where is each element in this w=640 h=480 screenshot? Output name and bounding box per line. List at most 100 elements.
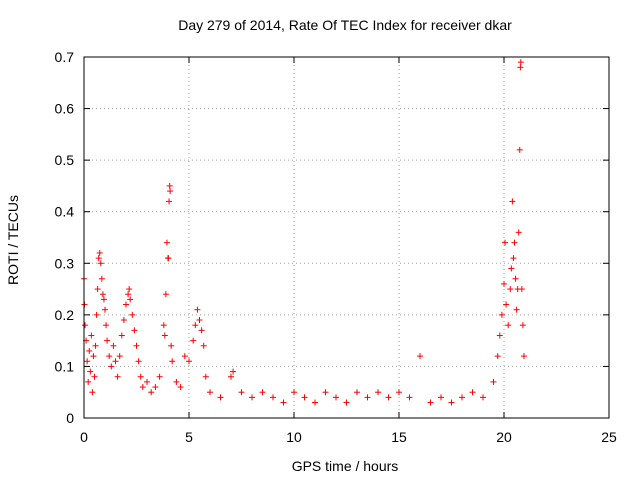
- data-point: [116, 353, 123, 360]
- y-tick-label: 0.6: [55, 101, 75, 117]
- data-point: [85, 378, 92, 385]
- data-point: [228, 373, 234, 380]
- data-point: [494, 353, 501, 360]
- data-point: [91, 373, 98, 380]
- data-point: [181, 353, 188, 360]
- data-point: [512, 275, 519, 282]
- data-point: [364, 394, 371, 401]
- data-point: [505, 322, 512, 329]
- axis-ticks: [83, 56, 610, 419]
- data-point: [502, 239, 509, 246]
- data-point: [112, 358, 119, 365]
- data-point: [375, 389, 381, 396]
- data-point: [280, 399, 287, 406]
- data-point: [270, 394, 276, 401]
- data-point: [96, 249, 103, 256]
- data-point: [496, 332, 503, 339]
- x-tick-label: 25: [601, 429, 617, 445]
- data-point: [322, 389, 329, 396]
- data-point: [354, 389, 360, 396]
- y-axis-label: ROTI / TECUs: [5, 195, 21, 285]
- data-point: [517, 64, 524, 71]
- y-tick-label: 0.5: [55, 152, 75, 168]
- data-point: [517, 59, 524, 66]
- data-point: [127, 296, 134, 303]
- data-point: [194, 306, 201, 313]
- data-point: [312, 399, 318, 406]
- data-point: [516, 146, 523, 153]
- data-point: [125, 291, 132, 298]
- data-point: [110, 342, 117, 349]
- data-point: [249, 394, 255, 401]
- data-point: [519, 322, 526, 329]
- data-point: [103, 322, 110, 329]
- data-point: [508, 265, 515, 272]
- data-point: [166, 198, 173, 205]
- data-point: [152, 384, 159, 391]
- data-point: [89, 389, 96, 396]
- data-point: [469, 389, 476, 396]
- data-point: [90, 353, 97, 360]
- data-point: [86, 347, 93, 354]
- data-point: [167, 188, 174, 195]
- data-point: [108, 363, 115, 370]
- data-point: [417, 353, 423, 360]
- data-point: [120, 317, 127, 324]
- grid: [84, 57, 609, 418]
- data-point: [385, 394, 392, 401]
- x-axis-label: GPS time / hours: [292, 458, 399, 474]
- data-point: [518, 286, 525, 293]
- y-tick-labels: 0 0.1 0.2 0.3 0.4 0.5 0.6 0.7: [55, 49, 75, 426]
- data-point: [217, 394, 224, 401]
- data-point: [207, 389, 213, 396]
- y-tick-label: 0.4: [55, 204, 75, 220]
- data-point: [192, 322, 199, 329]
- plot-frame: [83, 56, 610, 419]
- data-point: [156, 373, 163, 380]
- x-tick-labels: 0 5 10 15 20 25: [80, 429, 617, 445]
- data-point: [129, 311, 136, 318]
- y-tick-label: 0.1: [55, 358, 75, 374]
- data-point: [168, 342, 175, 349]
- data-point: [165, 255, 172, 262]
- data-point: [126, 286, 133, 293]
- data-point: [510, 255, 517, 262]
- data-point: [498, 311, 505, 318]
- data-point: [202, 373, 209, 380]
- data-point: [87, 368, 94, 375]
- data-point: [438, 394, 444, 401]
- data-point: [190, 337, 197, 344]
- data-point: [118, 332, 125, 339]
- x-tick-label: 15: [391, 429, 407, 445]
- data-point: [166, 182, 173, 189]
- data-point: [162, 291, 169, 298]
- data-point: [509, 198, 516, 205]
- data-point: [133, 342, 140, 349]
- data-point: [94, 286, 101, 293]
- data-point: [160, 322, 167, 329]
- data-point: [144, 378, 150, 385]
- chart-title: Day 279 of 2014, Rate Of TEC Index for r…: [178, 17, 512, 33]
- data-point: [93, 311, 100, 318]
- data-point: [480, 394, 486, 401]
- x-tick-label: 10: [286, 429, 302, 445]
- data-point: [238, 389, 245, 396]
- data-point: [196, 317, 203, 324]
- data-point: [104, 337, 111, 344]
- data-point: [137, 373, 144, 380]
- data-point: [100, 296, 107, 303]
- data-point: [291, 389, 297, 396]
- data-point: [97, 260, 104, 267]
- data-point: [515, 229, 522, 236]
- y-tick-label: 0.2: [55, 307, 75, 323]
- data-point: [200, 342, 207, 349]
- data-point: [135, 358, 142, 365]
- data-point: [161, 332, 168, 339]
- data-point: [501, 280, 507, 287]
- x-tick-label: 0: [80, 429, 88, 445]
- data-point: [507, 286, 514, 293]
- data-point: [92, 342, 99, 349]
- data-point: [301, 394, 308, 401]
- data-point: [95, 255, 102, 262]
